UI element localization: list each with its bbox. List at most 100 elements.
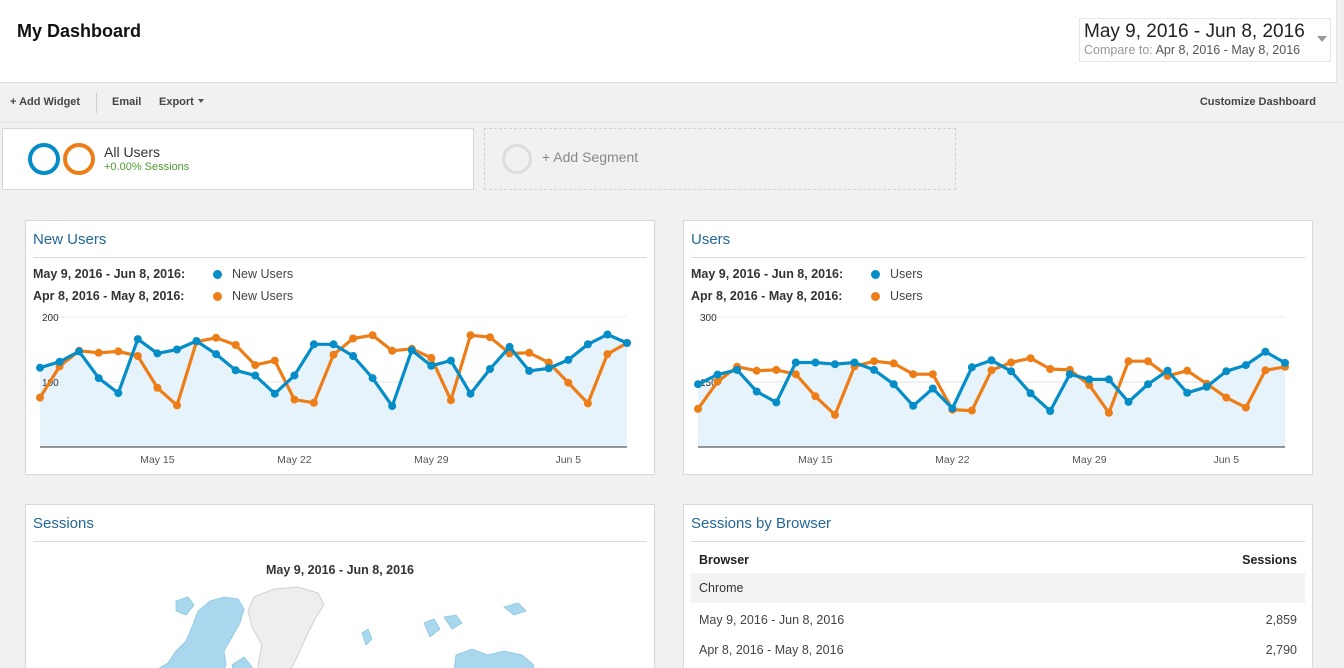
data-point bbox=[831, 360, 839, 369]
data-point bbox=[1183, 388, 1192, 397]
x-tick-label: May 29 bbox=[1072, 454, 1107, 466]
scrollbar[interactable] bbox=[1336, 0, 1344, 83]
map-region-svalbard-east bbox=[443, 614, 463, 630]
data-point bbox=[791, 358, 800, 367]
data-point bbox=[153, 349, 162, 358]
x-tick-label: Jun 5 bbox=[1213, 454, 1239, 466]
divider bbox=[691, 541, 1305, 542]
legend-range: May 9, 2016 - Jun 8, 2016: bbox=[691, 267, 844, 281]
segment-previous-icon bbox=[63, 143, 95, 175]
data-point bbox=[290, 395, 299, 404]
date-range-picker[interactable]: May 9, 2016 - Jun 8, 2016 Compare to: Ap… bbox=[1079, 18, 1331, 62]
legend-dot bbox=[871, 270, 880, 279]
chevron-down-icon[interactable] bbox=[1317, 36, 1327, 42]
header-bar: My Dashboard May 9, 2016 - Jun 8, 2016 C… bbox=[0, 0, 1344, 83]
data-point bbox=[368, 331, 377, 340]
x-tick-label: May 15 bbox=[798, 454, 833, 466]
data-point bbox=[1241, 361, 1250, 370]
data-point bbox=[1261, 366, 1270, 375]
row-date-range: Apr 8, 2016 - May 8, 2016 bbox=[699, 643, 844, 657]
data-point bbox=[1124, 397, 1133, 406]
chevron-down-icon bbox=[197, 99, 204, 103]
widget-title[interactable]: Sessions bbox=[33, 515, 94, 532]
data-point bbox=[505, 342, 514, 351]
data-point bbox=[831, 410, 839, 419]
segment-all-users[interactable]: All Users +0.00% Sessions bbox=[2, 128, 474, 190]
data-point bbox=[987, 366, 996, 375]
legend-range: Apr 8, 2016 - May 8, 2016: bbox=[33, 289, 185, 303]
table-group-row: Chrome bbox=[691, 573, 1305, 603]
data-point bbox=[889, 380, 898, 389]
widget-users: Users May 9, 2016 - Jun 8, 2016: Users A… bbox=[683, 220, 1313, 475]
data-point bbox=[153, 383, 162, 392]
compare-range: Compare to: Apr 8, 2016 - May 8, 2016 bbox=[1084, 43, 1300, 57]
x-tick-label: May 22 bbox=[935, 454, 970, 466]
data-point bbox=[251, 361, 260, 370]
data-point bbox=[94, 374, 103, 383]
page-title: My Dashboard bbox=[17, 21, 142, 41]
email-button[interactable]: Email bbox=[112, 96, 142, 108]
y-tick-label: 300 bbox=[700, 313, 717, 324]
dashboard-toolbar: + Add Widget Email Export Customize Dash… bbox=[0, 83, 1344, 123]
date-range-label: May 9, 2016 - Jun 8, 2016 bbox=[1084, 21, 1305, 42]
users-line-chart[interactable]: 300 150 May 15 May 22 May 29 Jun 5 bbox=[684, 221, 1312, 474]
data-point bbox=[752, 387, 761, 396]
widget-title[interactable]: Sessions by Browser bbox=[691, 515, 832, 532]
series-area bbox=[40, 334, 627, 447]
data-point bbox=[1104, 375, 1113, 384]
customize-dashboard-button[interactable]: Customize Dashboard bbox=[1199, 96, 1316, 108]
data-point bbox=[928, 384, 937, 393]
legend-dot bbox=[213, 270, 222, 279]
widget-title[interactable]: New Users bbox=[33, 231, 107, 248]
data-point bbox=[329, 340, 338, 349]
data-point bbox=[870, 365, 879, 374]
data-point bbox=[251, 371, 260, 380]
widget-title[interactable]: Users bbox=[691, 231, 731, 248]
map-region-baffin bbox=[231, 656, 253, 668]
legend-series: Users bbox=[890, 267, 923, 281]
data-point bbox=[1085, 375, 1094, 384]
data-point bbox=[1046, 365, 1055, 373]
data-point bbox=[270, 356, 279, 365]
legend-dot bbox=[213, 292, 222, 301]
export-menu[interactable]: Export bbox=[159, 96, 204, 108]
data-point bbox=[987, 356, 996, 365]
data-point bbox=[231, 341, 240, 349]
series-area bbox=[698, 351, 1285, 447]
widget-new-users: New Users May 9, 2016 - Jun 8, 2016: New… bbox=[25, 220, 655, 475]
data-point bbox=[791, 370, 800, 379]
data-point bbox=[564, 378, 573, 387]
legend-series: New Users bbox=[232, 289, 294, 303]
row-date-range: May 9, 2016 - Jun 8, 2016 bbox=[699, 613, 845, 627]
data-point bbox=[1065, 370, 1074, 379]
column-header-browser: Browser bbox=[699, 553, 750, 567]
data-point bbox=[909, 401, 918, 410]
data-point bbox=[173, 401, 181, 410]
data-point bbox=[583, 340, 592, 349]
data-point bbox=[55, 357, 64, 366]
x-tick-label: Jun 5 bbox=[555, 454, 581, 466]
data-point bbox=[36, 393, 44, 402]
data-point bbox=[290, 371, 299, 380]
data-point bbox=[407, 346, 416, 355]
add-segment-button[interactable]: + Add Segment bbox=[484, 128, 956, 190]
data-point bbox=[368, 374, 377, 383]
data-point bbox=[114, 347, 123, 356]
data-point bbox=[133, 335, 142, 344]
compare-label: Compare to: bbox=[1084, 43, 1153, 57]
legend-series: New Users bbox=[232, 267, 294, 281]
segment-detail: +0.00% Sessions bbox=[104, 161, 190, 173]
data-point bbox=[1202, 382, 1211, 391]
data-point bbox=[1261, 347, 1270, 356]
data-point bbox=[1104, 408, 1113, 417]
data-point bbox=[525, 348, 534, 357]
data-point bbox=[486, 333, 494, 342]
data-point bbox=[1183, 366, 1192, 375]
data-point bbox=[309, 340, 318, 349]
sessions-geo-map[interactable] bbox=[26, 505, 654, 668]
segment-name: All Users bbox=[104, 144, 161, 160]
data-point bbox=[446, 396, 455, 405]
map-land-greenland bbox=[247, 586, 325, 668]
add-widget-button[interactable]: + Add Widget bbox=[10, 96, 81, 108]
